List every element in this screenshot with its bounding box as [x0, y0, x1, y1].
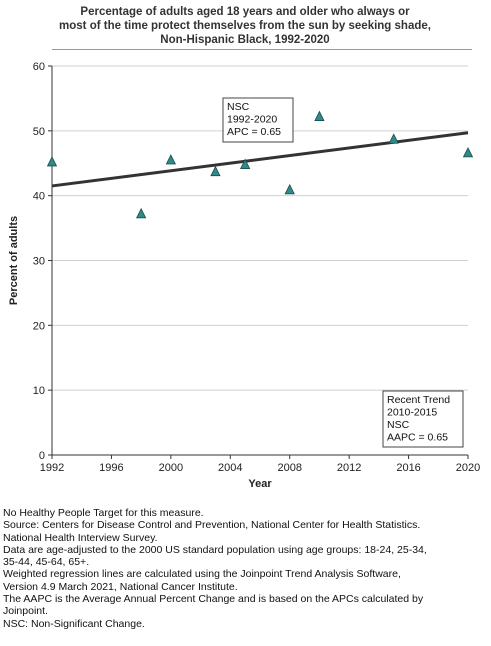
annotation-text: AAPC = 0.65 [387, 432, 448, 444]
data-point-triangle [46, 156, 58, 167]
x-tick-label: 2000 [159, 462, 183, 474]
data-point-triangle [239, 158, 251, 169]
x-tick-label: 2020 [456, 462, 480, 474]
annotation-text: NSC [227, 101, 250, 113]
footnote-line: The AAPC is the Average Annual Percent C… [3, 593, 424, 606]
tick-labels: 0 10 20 30 40 50 60 1992 1996 2000 2004 2008 2012 201… [33, 61, 480, 474]
data-point-triangle [284, 183, 295, 195]
annotation-box [222, 97, 294, 143]
data-point-triangle [462, 146, 474, 158]
y-tick-label: 10 [33, 385, 45, 397]
title-divider [52, 49, 472, 50]
chart-title-line-3: Non-Hispanic Black, 1992-2020 [160, 34, 330, 46]
trend-line-segment [51, 131, 469, 188]
x-tick-label: 1996 [99, 462, 123, 474]
footnote-line: Data are age-adjusted to the 2000 US sta… [3, 543, 427, 556]
footnote-line: Weighted regression lines are calculated… [3, 568, 401, 581]
y-tick-label: 50 [33, 126, 45, 138]
data-points [46, 110, 474, 219]
trend-line [51, 131, 469, 188]
chart-title: Percentage of adults aged 18 years and o… [10, 5, 480, 47]
footnote-line: NSC: Non-Significant Change. [3, 617, 145, 630]
y-tick-label: 20 [33, 320, 45, 332]
annotation-text: 1992-2020 [227, 114, 277, 126]
x-axis-title: Year [248, 478, 272, 490]
chart-title-line-1: Percentage of adults aged 18 years and o… [80, 6, 410, 18]
footnote-line: Joinpoint. [3, 605, 48, 618]
y-tick-label: 40 [33, 191, 45, 203]
annotation-box [382, 390, 464, 448]
x-tick-label: 2008 [277, 462, 301, 474]
footnote-line: 35-44, 45-64, 65+. [3, 556, 90, 569]
y-tick-label: 0 [39, 450, 45, 462]
data-point-triangle [314, 110, 325, 121]
annotation-text: Recent Trend [387, 394, 450, 406]
footnotes: No Healthy People Target for this measur… [3, 507, 489, 630]
scatter-chart: 0 10 20 30 40 50 60 1992 1996 2000 2004 2008 2012 201… [8, 61, 480, 490]
y-tick-label: 30 [33, 256, 45, 268]
chart-title-line-2: most of the time protect themselves from… [59, 20, 431, 32]
annotation-text: APC = 0.65 [227, 126, 281, 138]
footnote-line: Version 4.9 March 2021, National Cancer … [3, 580, 238, 593]
data-point-triangle [210, 165, 221, 177]
x-tick-label: 1992 [40, 462, 64, 474]
x-tick-label: 2012 [337, 462, 361, 474]
footnote-line: National Health Interview Survey. [3, 531, 158, 544]
y-tick-label: 60 [33, 61, 45, 73]
annotation-text: NSC [387, 419, 410, 431]
footnote-line: No Healthy People Target for this measur… [3, 507, 204, 519]
x-tick-label: 2004 [218, 462, 242, 474]
annotation-text: 2010-2015 [387, 407, 437, 419]
y-axis-title: Percent of adults [8, 216, 20, 305]
data-point-triangle [165, 154, 177, 165]
data-point-triangle [388, 133, 399, 144]
data-point-triangle [135, 207, 147, 219]
axes [48, 65, 469, 459]
footnote-line: Source: Centers for Disease Control and … [3, 519, 421, 532]
x-tick-label: 2016 [396, 462, 420, 474]
